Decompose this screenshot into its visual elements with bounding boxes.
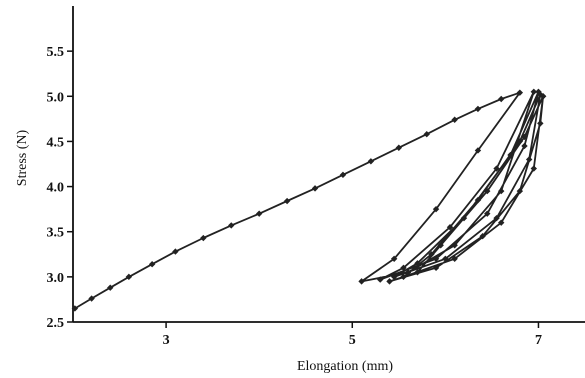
data-point (400, 273, 407, 281)
data-point (539, 93, 547, 100)
data-point (200, 234, 207, 242)
data-point (451, 242, 458, 249)
x-tick-label: 5 (349, 333, 356, 348)
x-tick-label: 7 (535, 333, 542, 348)
data-point (516, 187, 524, 195)
data-point (437, 242, 444, 249)
x-tick-label: 3 (163, 333, 170, 348)
data-point (498, 95, 505, 103)
y-tick-label: 3.0 (47, 271, 65, 286)
data-point (451, 255, 458, 262)
data-point (148, 261, 156, 268)
data-point (71, 305, 79, 312)
data-point (535, 88, 542, 95)
data-point (125, 273, 133, 281)
data-point (498, 187, 505, 195)
data-point (390, 255, 398, 262)
data-point (521, 142, 528, 150)
data-point (311, 185, 319, 192)
data-point (414, 260, 421, 267)
data-point (432, 264, 440, 272)
data-point (537, 120, 544, 127)
x-axis-title: Elongation (mm) (297, 359, 393, 374)
data-point (474, 105, 482, 113)
data-point (404, 269, 412, 276)
data-point (479, 233, 486, 240)
data-point (525, 156, 533, 163)
data-point (493, 165, 500, 172)
data-point (339, 171, 347, 179)
data-point (530, 88, 537, 95)
data-point (474, 196, 482, 204)
data-point (172, 248, 179, 255)
y-tick-label: 4.0 (47, 181, 65, 196)
data-point (390, 273, 398, 281)
data-point (484, 210, 491, 217)
series-layer (71, 88, 547, 312)
data-point (432, 255, 440, 262)
y-tick-label: 2.5 (47, 316, 65, 331)
data-point (395, 144, 403, 151)
data-point (484, 187, 491, 195)
data-point (460, 214, 468, 222)
data-point (451, 116, 458, 123)
data-point (107, 284, 114, 291)
y-tick-label: 5.0 (47, 90, 65, 105)
data-point (432, 205, 440, 213)
data-point (507, 151, 514, 159)
data-point (498, 219, 505, 226)
data-point (428, 251, 435, 258)
axes (72, 6, 585, 323)
data-point (530, 165, 537, 172)
data-point (442, 255, 449, 262)
data-point (446, 224, 454, 231)
data-point (414, 269, 421, 276)
data-point (493, 214, 500, 222)
data-point (283, 197, 291, 205)
data-point (516, 89, 524, 96)
series-line (74, 90, 544, 310)
data-point (537, 91, 544, 98)
y-axis-title: Stress (N) (15, 129, 30, 186)
data-point (228, 222, 235, 229)
data-point (521, 133, 528, 141)
y-tick-label: 5.5 (47, 45, 65, 60)
data-point (400, 264, 407, 272)
data-point (423, 131, 430, 138)
data-point (367, 158, 375, 165)
y-tick-label: 4.5 (47, 135, 65, 150)
data-point (377, 276, 384, 283)
data-point (474, 147, 482, 154)
ticks: 3 5 7 2.5 3.0 3.5 4.0 4.5 5.0 5.5 (47, 45, 542, 348)
data-point (516, 138, 524, 145)
data-point (386, 278, 393, 285)
data-point (255, 210, 263, 217)
y-tick-label: 3.5 (47, 226, 65, 241)
data-point (358, 278, 365, 285)
data-point (88, 295, 95, 302)
